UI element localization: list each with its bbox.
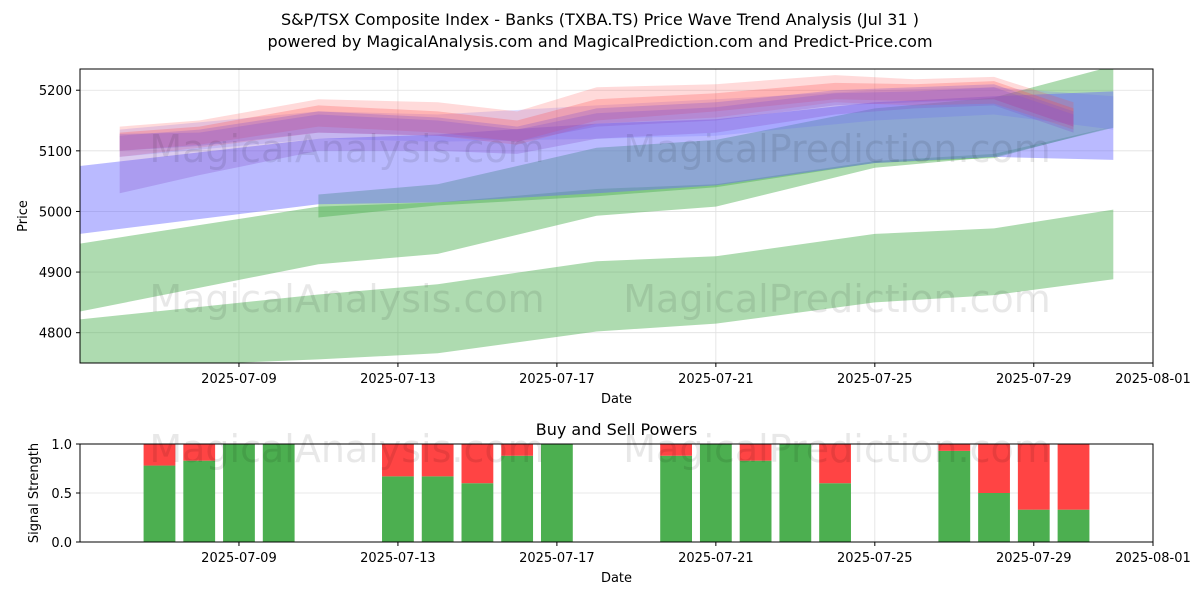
buy-bar [382,476,414,542]
signal-x-tick-label: 2025-07-09 [201,551,277,566]
price-band-red-6 [119,81,1074,151]
signal-x-tick-label: 2025-08-01 [1115,551,1191,566]
buy-bar [223,444,255,542]
price-band-red-5 [119,75,1074,157]
buy-bar [143,465,176,542]
buy-bar [739,460,772,542]
buy-bar [540,444,573,542]
price-axes-frame [79,68,1154,364]
signal-x-tick-label: 2025-07-25 [837,551,913,566]
signal-y-tick-label: 1.0 [51,438,72,453]
signal-y-axis-label: Signal Strength [27,443,42,543]
price-band-purple-7 [119,84,1074,194]
watermark-text: MagicalAnalysis.com [149,427,544,471]
price-band-green-0 [80,209,1114,363]
price-x-tick-label: 2025-08-01 [1115,372,1191,387]
buy-bar [779,444,812,542]
signal-y-tick-label: 0.5 [51,487,72,502]
sell-bar [1057,444,1090,510]
price-x-axis-label: Date [601,392,632,407]
sell-bar [739,444,772,461]
price-x-tick-label: 2025-07-21 [678,372,754,387]
price-y-tick-label: 4900 [39,266,72,281]
signal-chart-title: Buy and Sell Powers [536,420,698,439]
signal-x-axis-label: Date [601,571,632,586]
price-x-tick-label: 2025-07-09 [201,372,277,387]
sell-bar [978,444,1010,493]
watermark-text: MagicalPrediction.com [623,127,1051,171]
sell-bar [382,444,414,477]
signal-y-tick-label: 0.0 [51,536,72,551]
price-band-green-2 [318,69,1114,218]
buy-bar [978,493,1010,542]
signal-x-tick-label: 2025-07-29 [996,551,1072,566]
sell-bar [421,444,454,477]
sell-bar [660,444,693,456]
sell-bar [1017,444,1050,510]
price-x-tick-label: 2025-07-29 [996,372,1072,387]
buy-bar [421,476,454,542]
buy-bar [699,444,732,542]
chart-title: S&P/TSX Composite Index - Banks (TXBA.TS… [280,10,919,29]
sell-bar [938,444,971,451]
price-band-purple-8 [119,87,1074,151]
price-y-tick-label: 5200 [39,84,72,99]
price-x-tick-label: 2025-07-25 [837,372,913,387]
sell-bar [461,444,494,484]
watermark-text: MagicalPrediction.com [623,277,1051,321]
sell-bar [143,444,176,466]
price-band-blue-3 [80,91,1114,234]
buy-bar [660,455,693,542]
signal-x-tick-label: 2025-07-21 [678,551,754,566]
signal-bars [143,444,1090,542]
price-x-tick-label: 2025-07-13 [360,372,436,387]
buy-bar [938,450,971,542]
buy-bar [262,444,295,542]
price-bands [80,69,1114,363]
price-x-tick-label: 2025-07-17 [519,372,595,387]
watermark-text: MagicalAnalysis.com [149,127,544,171]
watermark-text: MagicalPrediction.com [623,427,1051,471]
price-band-blue-4 [119,87,1114,157]
sell-bar [501,444,534,456]
chart-subtitle: powered by MagicalAnalysis.com and Magic… [267,32,933,51]
price-y-axis-label: Price [16,200,31,232]
sell-bar [183,444,216,461]
signal-x-tick-label: 2025-07-17 [519,551,595,566]
buy-bar [819,483,851,542]
sell-bar [819,444,851,484]
watermark-text: MagicalAnalysis.com [149,277,544,321]
buy-bar [461,483,494,542]
buy-bar [501,455,534,542]
buy-bar [1057,509,1090,542]
price-y-tick-label: 5000 [39,205,72,220]
buy-bar [183,460,216,542]
price-band-green-1 [80,126,1114,312]
price-y-tick-label: 4800 [39,327,72,342]
price-y-tick-label: 5100 [39,145,72,160]
buy-bar [1017,509,1050,542]
signal-x-tick-label: 2025-07-13 [360,551,436,566]
